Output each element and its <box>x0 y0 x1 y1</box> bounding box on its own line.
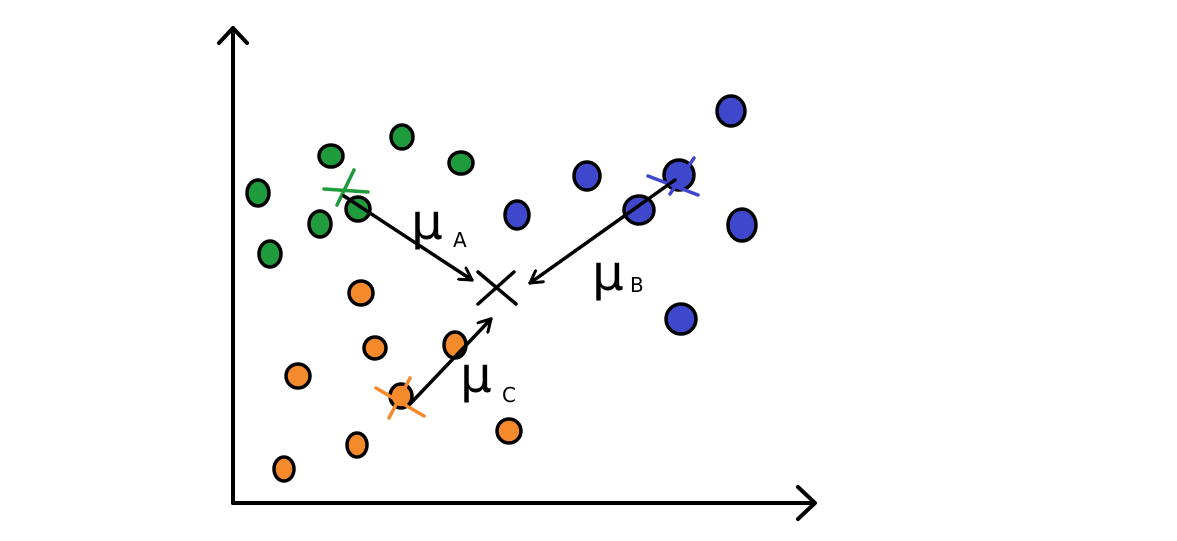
distance-arrows <box>342 178 677 406</box>
cluster-a-point <box>317 143 345 169</box>
mu-a-symbol: μ <box>411 193 443 251</box>
arrow-b <box>528 178 677 285</box>
centroid-c-marker <box>374 376 426 420</box>
label-mu-b: μ B <box>592 244 644 302</box>
mu-c-subscript: C <box>502 383 516 407</box>
cluster-a-points <box>245 123 475 269</box>
cross-mark-icon <box>322 168 370 207</box>
cluster-a-point <box>245 178 271 208</box>
axes <box>217 26 817 521</box>
cluster-b-point <box>664 302 698 336</box>
arrow-c <box>408 317 493 406</box>
cluster-a-point <box>447 150 475 176</box>
centroid-b-marker <box>646 156 700 197</box>
label-mu-c: μ C <box>460 346 516 407</box>
cross-mark-icon <box>374 376 426 420</box>
cluster-c-point <box>345 431 369 459</box>
x-mark-icon <box>476 270 518 306</box>
mu-a-subscript: A <box>453 228 467 252</box>
arrow-a <box>342 194 474 282</box>
cluster-c-point <box>347 279 375 307</box>
cluster-b-point <box>503 199 531 231</box>
mu-b-symbol: μ <box>592 244 624 302</box>
label-mu-a: μ A <box>411 193 467 252</box>
cluster-c-point <box>362 335 388 361</box>
cluster-c-point <box>495 417 523 445</box>
cluster-b-points <box>503 94 758 336</box>
cluster-c-point <box>272 455 296 483</box>
cluster-b-point <box>726 207 758 243</box>
cluster-b-point <box>715 94 747 128</box>
x-axis-arrow-icon <box>796 485 817 521</box>
cluster-a-point <box>389 123 415 151</box>
y-axis-arrow-icon <box>217 26 249 45</box>
mu-b-subscript: B <box>630 273 644 297</box>
mu-c-symbol: μ <box>460 346 492 404</box>
cluster-c-point <box>284 362 312 390</box>
cluster-a-point <box>257 239 283 269</box>
cluster-b-point <box>622 194 656 226</box>
cross-mark-icon <box>646 156 700 197</box>
centroid-a-marker <box>322 168 370 207</box>
cluster-a-point <box>307 209 333 239</box>
cluster-b-point <box>572 160 602 192</box>
